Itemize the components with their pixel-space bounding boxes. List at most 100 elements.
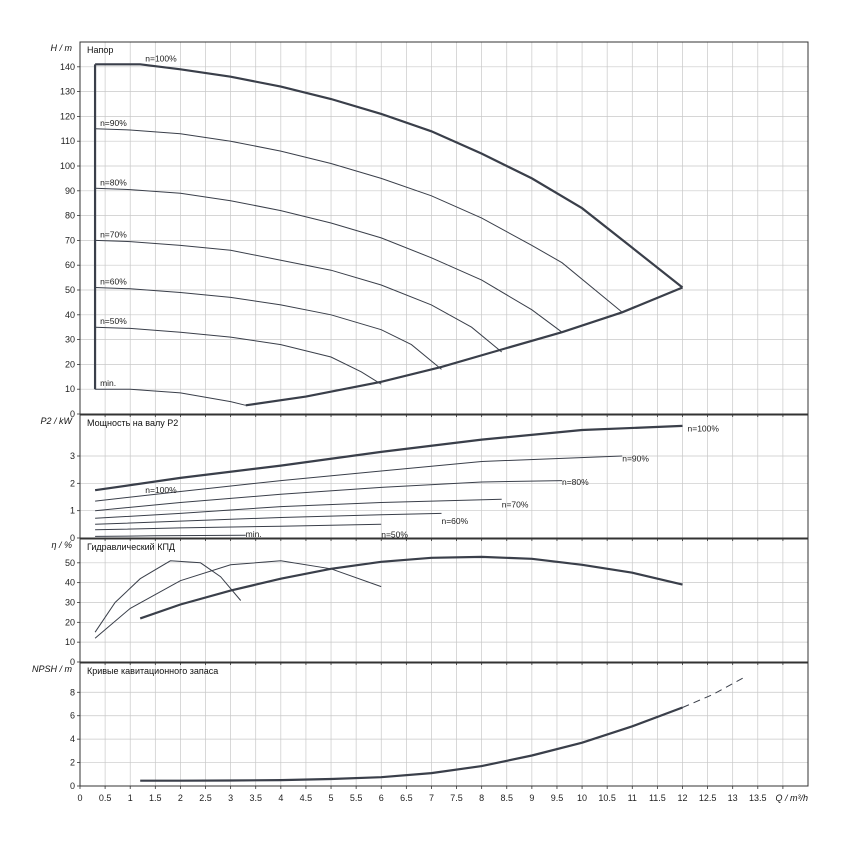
p3-x-tick-label: 1 — [128, 793, 133, 803]
p1-series-6 — [95, 534, 246, 537]
p3-x-tick-label: 5 — [329, 793, 334, 803]
p0-curve-label: n=90% — [100, 118, 127, 128]
p0-series-1 — [95, 128, 623, 313]
p2-y-axis-label: η / % — [51, 540, 72, 550]
p0-series-4 — [95, 287, 442, 370]
p3-x-tick-label: 8 — [479, 793, 484, 803]
p0-y-axis-label: H / m — [51, 43, 73, 53]
p3-x-tick-label: 13 — [728, 793, 738, 803]
p1-y-tick-label: 2 — [70, 478, 75, 488]
p3-x-tick-label: 11.5 — [649, 793, 666, 803]
p2-panel-frame — [79, 538, 809, 663]
p3-x-tick-label: 2.5 — [199, 793, 212, 803]
p0-y-tick-label: 10 — [65, 384, 75, 394]
p2-y-tick-label: 40 — [65, 578, 75, 588]
p0-series-0 — [95, 63, 684, 289]
p0-curve-label: n=50% — [100, 316, 127, 326]
p0-curve-label: n=80% — [100, 177, 127, 187]
p2-y-tick-label: 0 — [70, 657, 75, 667]
curve-layer — [93, 63, 743, 782]
p1-series-1 — [95, 455, 623, 502]
p0-y-tick-label: 110 — [61, 136, 75, 146]
p0-y-tick-label: 30 — [65, 335, 75, 345]
p0-series-2 — [95, 187, 563, 333]
p1-y-tick-label: 0 — [70, 533, 75, 543]
p3-panel-frame — [79, 662, 809, 787]
p0-curve-label: n=70% — [100, 229, 127, 239]
p3-y-tick-label: 8 — [70, 687, 75, 697]
p2-y-tick-label: 20 — [65, 617, 75, 627]
p3-y-tick-label: 4 — [70, 734, 75, 744]
p3-x-tick-label: 11 — [628, 793, 637, 803]
p1-curve-label: n=50% — [381, 530, 408, 540]
p0-y-tick-label: 80 — [65, 211, 75, 221]
p0-curve-label: n=100% — [145, 53, 177, 63]
p0-curve-label: min. — [100, 378, 116, 388]
p0-y-tick-label: 50 — [65, 285, 75, 295]
p2-panel-title: Гидравлический КПД — [87, 542, 175, 552]
p3-x-tick-label: 3.5 — [249, 793, 262, 803]
p2-y-tick-label: 50 — [65, 558, 75, 568]
p3-x-tick-label: 12 — [677, 793, 687, 803]
p0-y-tick-label: 120 — [60, 111, 75, 121]
p3-x-tick-label: 7.5 — [450, 793, 463, 803]
p2-series-0 — [139, 555, 683, 620]
p0-y-tick-label: 100 — [60, 161, 75, 171]
p0-y-tick-label: 40 — [65, 310, 75, 320]
p2-series-1 — [94, 560, 242, 633]
p3-x-tick-label: 6.5 — [400, 793, 413, 803]
p3-y-tick-label: 6 — [70, 711, 75, 721]
p3-x-tick-label: 13.5 — [749, 793, 767, 803]
p1-series-5 — [95, 523, 382, 531]
p0-y-tick-label: 90 — [65, 186, 75, 196]
p3-x-tick-label: 10 — [577, 793, 587, 803]
p1-panel-frame — [79, 414, 809, 539]
p3-x-tick-label: 4.5 — [300, 793, 313, 803]
text-layer: 0102030405060708090100110120130140НапорH… — [32, 43, 808, 803]
frame-layer — [77, 41, 809, 789]
p0-panel-frame — [79, 41, 809, 415]
p3-x-tick-label: 0.5 — [99, 793, 112, 803]
p1-series-2 — [95, 480, 563, 512]
p3-panel-title: Кривые кавитационного запаса — [87, 666, 218, 676]
p3-y-axis-label: NPSH / m — [32, 664, 73, 674]
p3-x-tick-label: 4 — [278, 793, 283, 803]
p1-curve-label: n=60% — [441, 516, 468, 526]
p0-series-3 — [95, 239, 503, 353]
p3-x-tick-label: 5.5 — [350, 793, 363, 803]
p3-x-tick-label: 10.5 — [598, 793, 616, 803]
p3-x-tick-label: 1.5 — [149, 793, 162, 803]
p3-x-axis-label: Q / m³/h — [775, 793, 808, 803]
p0-y-tick-label: 140 — [60, 62, 75, 72]
p1-curve-label: min. — [246, 529, 262, 539]
p2-y-tick-label: 10 — [65, 637, 75, 647]
p1-curve-label: n=80% — [562, 477, 589, 487]
p3-y-tick-label: 0 — [70, 781, 75, 791]
p3-x-tick-label: 0 — [77, 793, 82, 803]
p1-y-axis-label: P2 / kW — [40, 416, 73, 426]
p1-curve-label: n=100% — [688, 424, 720, 434]
p1-curve-label: n=100% — [145, 485, 177, 495]
p3-y-tick-label: 2 — [70, 758, 75, 768]
p0-y-tick-label: 130 — [60, 87, 75, 97]
p1-series-3 — [95, 498, 502, 519]
p0-y-tick-label: 0 — [70, 409, 75, 419]
p3-x-tick-label: 6 — [379, 793, 384, 803]
p0-envelope-lower — [245, 286, 683, 407]
p3-x-tick-label: 8.5 — [501, 793, 514, 803]
p3-x-tick-label: 7 — [429, 793, 434, 803]
p3-x-tick-label: 9 — [529, 793, 534, 803]
p3-series-0 — [140, 706, 683, 782]
p0-y-tick-label: 70 — [65, 235, 75, 245]
p1-y-tick-label: 3 — [70, 451, 75, 461]
p1-curve-label: n=70% — [502, 500, 529, 510]
p0-panel-title: Напор — [87, 45, 113, 55]
p0-series-6 — [95, 388, 246, 406]
p3-x-tick-label: 9.5 — [551, 793, 564, 803]
p3-series-1 — [682, 677, 743, 708]
p0-series-5 — [95, 326, 382, 385]
p1-series-0 — [94, 424, 683, 492]
p3-x-tick-label: 12.5 — [699, 793, 717, 803]
p2-y-tick-label: 30 — [65, 597, 75, 607]
p2-series-2 — [94, 560, 382, 639]
